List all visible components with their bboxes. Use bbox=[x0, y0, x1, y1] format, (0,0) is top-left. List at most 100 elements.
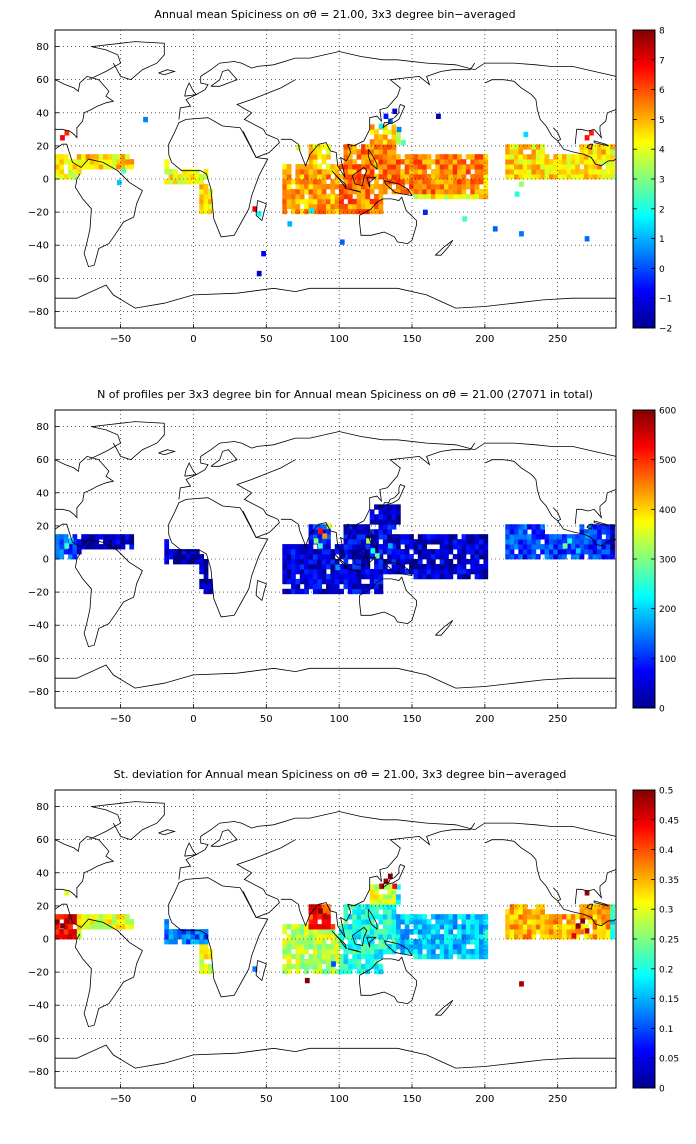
bin-cell bbox=[400, 183, 406, 190]
bin-cell bbox=[286, 934, 292, 940]
bin-cell bbox=[318, 528, 323, 534]
bin-cell bbox=[588, 164, 594, 170]
bin-cell bbox=[291, 549, 296, 555]
bin-cell bbox=[168, 179, 174, 185]
bin-cell bbox=[439, 183, 445, 190]
bin-cell bbox=[116, 534, 121, 540]
bin-cell bbox=[400, 549, 406, 555]
bin-cell bbox=[107, 914, 113, 920]
bin-cell bbox=[347, 203, 353, 210]
bin-cell bbox=[295, 203, 301, 210]
bin-cell bbox=[444, 193, 449, 200]
bin-cell bbox=[435, 554, 441, 560]
bin-cell bbox=[317, 948, 323, 955]
bin-cell bbox=[116, 179, 122, 186]
bin-cell bbox=[382, 943, 388, 950]
bin-cell bbox=[208, 968, 213, 975]
bin-cell bbox=[430, 563, 436, 570]
bin-cell bbox=[395, 188, 401, 195]
bin-cell bbox=[461, 534, 467, 540]
bin-cell bbox=[356, 963, 362, 970]
bin-cell bbox=[72, 929, 78, 935]
bin-cell bbox=[395, 174, 401, 180]
bin-cell bbox=[326, 919, 331, 925]
bin-cell bbox=[286, 188, 292, 195]
bin-cell bbox=[370, 548, 376, 554]
bin-cell bbox=[562, 929, 567, 935]
bin-cell bbox=[417, 563, 423, 570]
bin-cell bbox=[400, 174, 406, 180]
bin-cell bbox=[194, 549, 200, 555]
bin-cell bbox=[111, 924, 117, 930]
bin-cell bbox=[282, 198, 288, 205]
bin-cell bbox=[116, 544, 121, 550]
bin-cell bbox=[343, 568, 349, 575]
bin-cell bbox=[343, 144, 349, 150]
bin-cell bbox=[111, 544, 117, 550]
bin-cell bbox=[474, 554, 480, 560]
bin-cell bbox=[605, 544, 611, 550]
bin-cell bbox=[387, 514, 392, 520]
bin-cell bbox=[601, 914, 607, 920]
bin-cell bbox=[474, 539, 480, 545]
bin-cell bbox=[518, 924, 524, 930]
bin-cell bbox=[378, 554, 384, 560]
bin-cell bbox=[465, 169, 471, 175]
bin-cell bbox=[365, 164, 371, 170]
bin-cell bbox=[111, 154, 117, 160]
bin-cell bbox=[356, 919, 362, 925]
bin-cell bbox=[610, 154, 615, 160]
y-tick-label: 40 bbox=[36, 488, 49, 499]
bin-cell bbox=[514, 144, 519, 150]
coastline bbox=[168, 497, 269, 618]
bin-cell bbox=[566, 154, 572, 160]
bin-cell bbox=[343, 539, 349, 545]
bin-cell bbox=[448, 559, 454, 565]
bin-cell bbox=[483, 164, 489, 170]
bin-cell bbox=[605, 169, 611, 175]
bin-cell bbox=[63, 539, 69, 545]
bin-cell bbox=[439, 573, 445, 580]
bin-cell bbox=[462, 216, 468, 222]
bin-cell bbox=[605, 549, 611, 555]
bin-cell bbox=[199, 939, 205, 945]
bin-cell bbox=[479, 544, 484, 550]
bin-cell bbox=[55, 539, 60, 545]
bin-cell bbox=[317, 188, 323, 195]
bin-cell bbox=[610, 174, 615, 180]
bin-cell bbox=[378, 164, 384, 170]
bin-cell bbox=[365, 183, 371, 190]
bin-cell bbox=[452, 534, 458, 540]
bin-cell bbox=[439, 193, 445, 200]
bin-cell bbox=[374, 514, 379, 520]
bin-cell bbox=[548, 534, 554, 540]
bin-cell bbox=[610, 554, 615, 560]
bin-cell bbox=[76, 934, 82, 940]
bin-cell bbox=[356, 929, 362, 935]
bin-cell bbox=[583, 154, 589, 160]
bin-cell bbox=[317, 193, 323, 200]
bin-cell bbox=[509, 544, 515, 550]
bin-cell bbox=[55, 914, 60, 920]
bin-cell bbox=[173, 549, 178, 555]
bin-cell bbox=[378, 149, 384, 155]
bin-cell bbox=[59, 549, 65, 555]
bin-cell bbox=[562, 554, 567, 560]
bin-cell bbox=[474, 573, 480, 580]
bin-cell bbox=[387, 914, 392, 920]
bin-cell bbox=[85, 534, 91, 540]
bin-cell bbox=[531, 539, 537, 545]
bin-cell bbox=[465, 179, 471, 185]
bin-cell bbox=[168, 174, 174, 180]
bin-cell bbox=[361, 943, 366, 950]
coastline bbox=[236, 79, 296, 159]
bin-cell bbox=[505, 539, 511, 545]
bin-cell bbox=[392, 108, 398, 115]
bin-cell bbox=[286, 568, 292, 575]
bin-cell bbox=[479, 169, 484, 175]
bin-cell bbox=[509, 549, 515, 555]
bin-cell bbox=[317, 149, 323, 155]
bin-cell bbox=[347, 578, 353, 585]
bin-cell bbox=[89, 539, 95, 545]
bin-cell bbox=[365, 583, 371, 590]
